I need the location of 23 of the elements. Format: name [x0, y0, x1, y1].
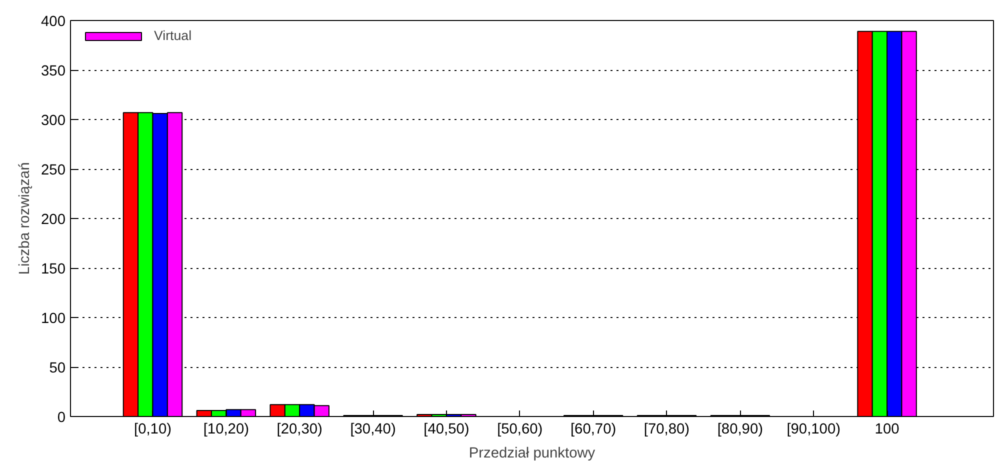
y-tick-label: 150	[41, 262, 66, 278]
x-tick-label: [60,70)	[570, 422, 616, 438]
x-tick-label: [50,60)	[497, 422, 543, 438]
x-tick-label: [40,50)	[424, 422, 470, 438]
x-tick-label: [70,80)	[644, 422, 690, 438]
y-tick-label: 300	[41, 113, 66, 129]
y-tick-label: 0	[57, 410, 66, 426]
y-tick-label: 350	[41, 64, 66, 80]
x-tick-label: [20,30)	[276, 422, 322, 438]
x-tick-label: [10,20)	[203, 422, 249, 438]
x-tick-label: [90,100)	[786, 422, 840, 438]
y-tick-label: 50	[49, 360, 66, 376]
x-tick-label: [30,40)	[350, 422, 396, 438]
x-tick-label: 100	[874, 422, 900, 438]
legend-label: Virtual	[154, 28, 192, 43]
y-axis-title: Liczba rozwiązań	[17, 162, 34, 275]
x-tick-label: [80,90)	[717, 422, 763, 438]
y-tick-label: 100	[41, 311, 66, 327]
y-tick-label: 250	[41, 162, 66, 178]
x-axis-title: Przedział punktowy	[468, 446, 596, 462]
x-tick-label: [0,10)	[134, 422, 172, 438]
y-tick-label: 200	[41, 212, 66, 228]
y-tick-label: 400	[41, 14, 66, 30]
